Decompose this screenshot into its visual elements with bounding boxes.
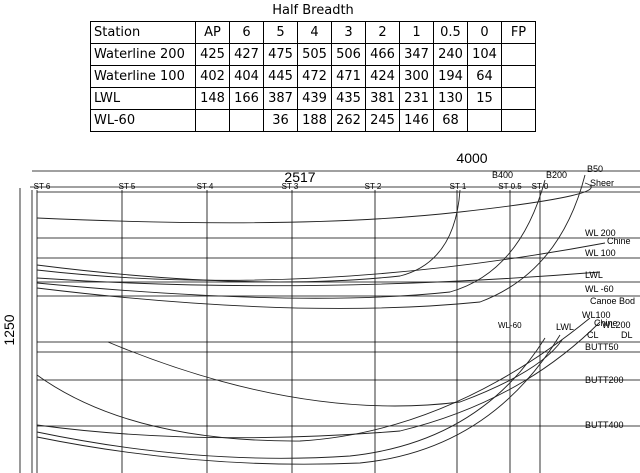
table-cell: 262: [331, 109, 366, 132]
table-cell: 188: [297, 109, 332, 132]
table-cell: 36: [263, 109, 298, 132]
station-label: ST 3: [282, 182, 299, 191]
table-cell: 424: [365, 65, 400, 88]
table-row: WL-60 36 188 262 245 146 68: [90, 109, 536, 132]
dimension: 2517: [284, 169, 315, 185]
dimension: 4000: [456, 150, 487, 166]
curve-label: WL200: [602, 320, 631, 330]
curve-label: LWL: [585, 270, 603, 280]
table-cell: 404: [229, 65, 264, 88]
header-cell: AP: [195, 21, 230, 44]
table-cell: 194: [433, 65, 468, 88]
table-cell: 300: [399, 65, 434, 88]
curve-label: WL-60: [498, 321, 522, 330]
table-cell: 166: [229, 87, 264, 110]
table-cell: 231: [399, 87, 434, 110]
curve-label: CL: [587, 330, 599, 340]
table-cell: 425: [195, 43, 230, 66]
hull-curves: [36, 174, 606, 465]
curve-label: WL100: [582, 310, 611, 320]
half-breadth-table: Half Breadth Station AP 6 5 4 3 2 1 0.5 0 FP Waterli…: [90, 0, 536, 132]
curve-label: LWL: [556, 322, 574, 332]
table-cell: Waterline 200: [90, 43, 196, 66]
curve-label: BUTT50: [585, 342, 619, 352]
dimension: 1250: [1, 314, 17, 345]
curve-label: Canoe Bod: [590, 296, 635, 306]
station-label: ST 6: [34, 182, 51, 191]
station-label: ST 4: [197, 182, 214, 191]
table-cell: 427: [229, 43, 264, 66]
station-label: ST 5: [119, 182, 136, 191]
frame: [19, 170, 640, 473]
table-row: LWL 148 166 387 439 435 381 231 130 15: [90, 87, 536, 110]
curve-label: WL 200: [585, 228, 616, 238]
curve-label: B200: [546, 170, 567, 180]
curve-label: BUTT400: [585, 420, 624, 430]
curve-label: B50: [587, 164, 603, 174]
curve-label: Chine: [607, 236, 631, 246]
table-cell: 68: [433, 109, 468, 132]
station-label: ST 0.5: [498, 182, 522, 191]
table-cell: 445: [263, 65, 298, 88]
curve-label: WL -60: [585, 284, 614, 294]
table-cell: [501, 109, 536, 132]
curve-label: Chine: [594, 318, 618, 328]
table-cell: WL-60: [90, 109, 196, 132]
table-cell: 148: [195, 87, 230, 110]
curve-label: B400: [492, 170, 513, 180]
header-cell: FP: [501, 21, 536, 44]
table-cell: 472: [297, 65, 332, 88]
station-label: ST 1: [450, 182, 467, 191]
station-label: ST 2: [365, 182, 382, 191]
curve-label: WL 100: [585, 248, 616, 258]
table-cell: 506: [331, 43, 366, 66]
header-row: Station AP 6 5 4 3 2 1 0.5 0 FP: [90, 21, 536, 44]
curve-label: DL: [621, 330, 633, 340]
curve-label: Sheer: [590, 178, 614, 188]
station-label: ST 0: [532, 182, 549, 191]
curve-label: BUTT200: [585, 375, 624, 385]
